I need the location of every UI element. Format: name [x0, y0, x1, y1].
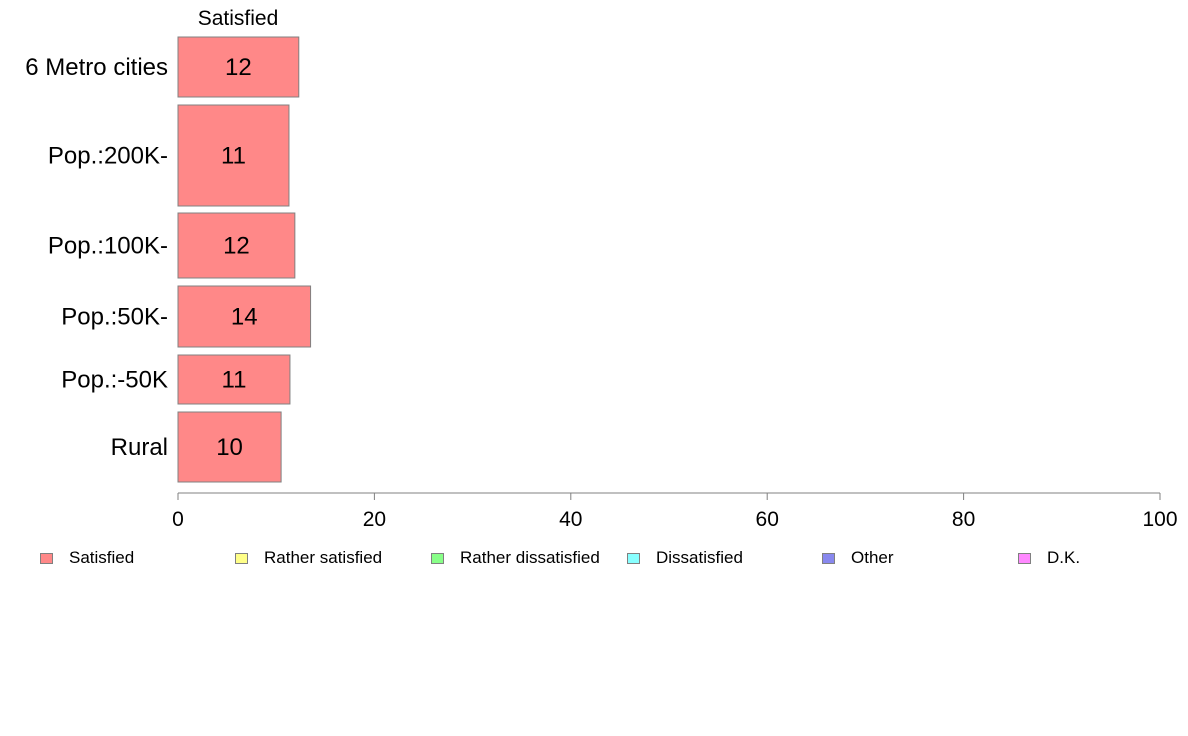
- data-label: 12: [223, 233, 250, 260]
- legend-swatch: [627, 552, 640, 564]
- x-tick-label: 40: [559, 508, 582, 531]
- bar: [177, 36, 300, 98]
- legend-swatch: [40, 552, 53, 564]
- legend-swatch: [235, 552, 248, 564]
- bar: [177, 104, 290, 207]
- x-tick-label: 20: [363, 508, 386, 531]
- legend-label: Other: [851, 548, 894, 567]
- data-label: 14: [231, 304, 258, 331]
- category-label: Pop.:100K-: [48, 233, 168, 260]
- legend-item-other: Other: [822, 546, 894, 570]
- data-label: 10: [216, 434, 243, 461]
- x-tick-label: 80: [952, 508, 975, 531]
- legend-label: Rather satisfied: [264, 548, 383, 567]
- x-tick-label: 100: [1142, 508, 1177, 531]
- legend-item-rather-dissatisfied: Rather dissatisfied: [431, 546, 600, 570]
- legend: Satisfied Rather satisfied Rather dissat…: [0, 546, 1188, 570]
- x-tick-label: 60: [756, 508, 779, 531]
- legend-item-dissatisfied: Dissatisfied: [627, 546, 743, 570]
- category-label: 6 Metro cities: [25, 54, 168, 81]
- category-label: Pop.:200K-: [48, 143, 168, 170]
- x-axis: 0 20 40 60 80 100: [172, 492, 1178, 531]
- data-label: 11: [222, 367, 247, 394]
- legend-label: Dissatisfied: [656, 548, 743, 567]
- category-label: Pop.:-50K: [61, 367, 168, 394]
- bar: [177, 285, 312, 348]
- legend-swatch: [431, 552, 444, 564]
- legend-swatch: [1018, 552, 1031, 564]
- legend-swatch: [822, 552, 835, 564]
- legend-item-dk: D.K.: [1018, 546, 1080, 570]
- bars-group: 6 Metro cities 12 Pop.:200K- 11 Pop.:100K- 12…: [25, 36, 312, 483]
- legend-label: D.K.: [1047, 548, 1081, 567]
- category-label: Rural: [111, 434, 168, 461]
- bar: [177, 411, 282, 483]
- legend-label: Rather dissatisfied: [460, 548, 600, 567]
- panel-header: Satisfied: [198, 7, 279, 30]
- category-label: Pop.:50K-: [61, 304, 168, 331]
- legend-item-rather-satisfied: Rather satisfied: [235, 546, 382, 570]
- data-label: 11: [221, 143, 246, 170]
- bar: [177, 212, 296, 279]
- x-tick-label: 0: [172, 508, 184, 531]
- data-label: 12: [225, 54, 252, 81]
- legend-label: Satisfied: [69, 548, 135, 567]
- bar: [177, 354, 291, 405]
- legend-item-satisfied: Satisfied: [40, 546, 134, 570]
